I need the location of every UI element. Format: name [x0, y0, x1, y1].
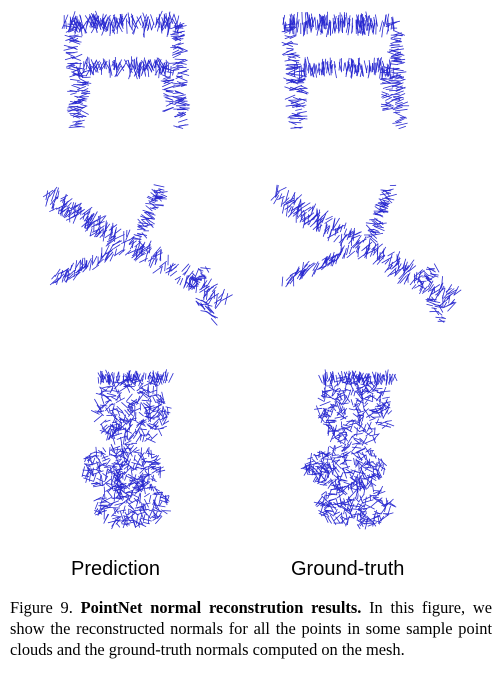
- prediction-airplane: [42, 184, 233, 326]
- caption-text: In this figure, we show the reconstructe…: [10, 598, 492, 659]
- ground-truth-airplane: [270, 184, 462, 323]
- ground-truth-chair: [281, 11, 410, 130]
- prediction-chair: [61, 10, 191, 129]
- caption-number: Figure 9.: [10, 598, 73, 617]
- figure-caption: Figure 9. PointNet normal reconstrution …: [10, 597, 492, 660]
- ground-truth-label: Ground-truth: [291, 558, 405, 580]
- figure-panel: [42, 10, 462, 530]
- prediction-toilet: [81, 369, 174, 530]
- prediction-label: Prediction: [71, 558, 160, 580]
- normal-point-clouds: [42, 10, 462, 530]
- ground-truth-toilet: [300, 369, 398, 530]
- caption-title: PointNet normal reconstrution results.: [80, 598, 362, 617]
